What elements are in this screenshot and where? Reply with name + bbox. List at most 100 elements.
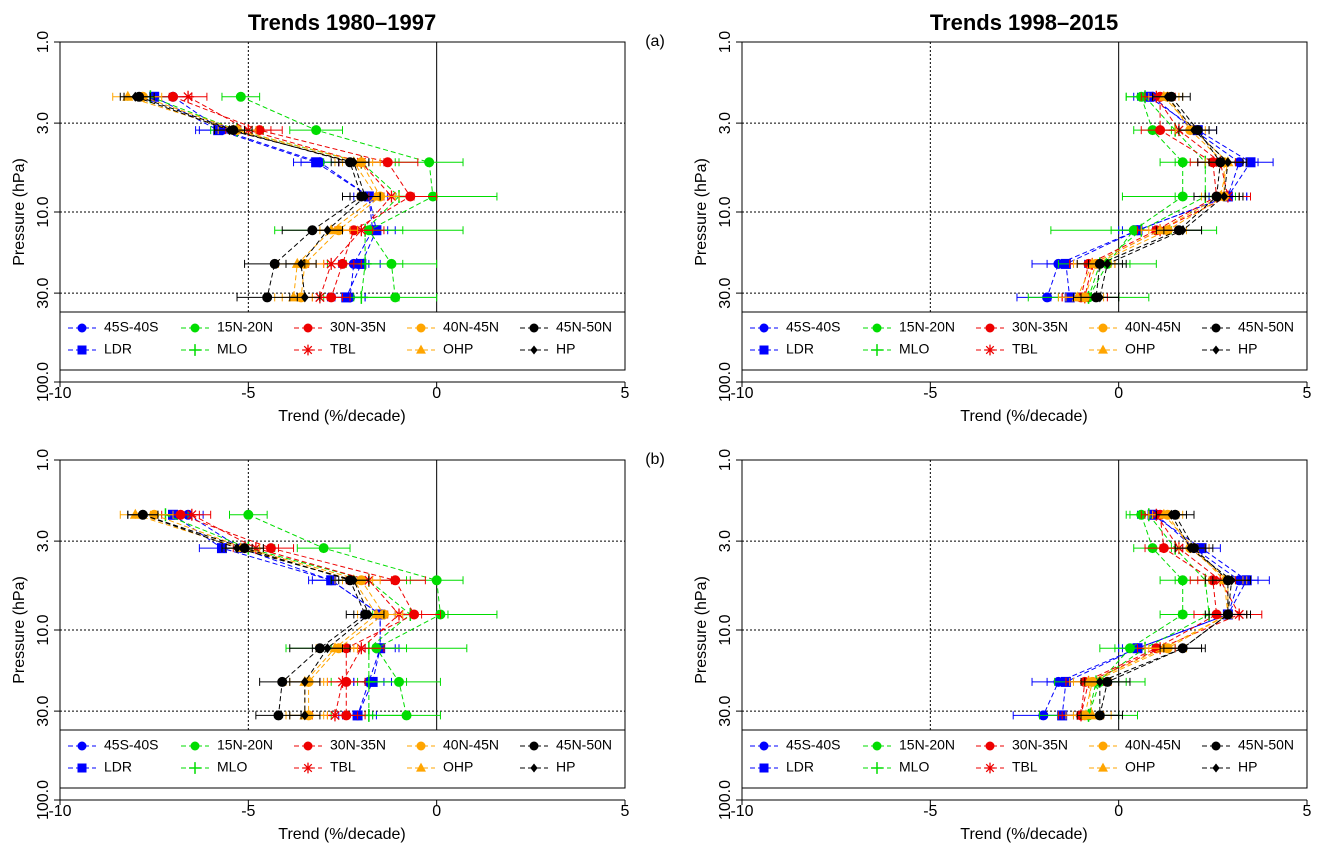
legend-label: 40N-45N	[1125, 737, 1181, 753]
y-tick-label: 10.0	[717, 196, 734, 227]
legend-label: TBL	[1012, 759, 1038, 775]
marker	[233, 543, 242, 554]
legend-label: 15N-20N	[217, 319, 273, 335]
legend-label: TBL	[330, 341, 356, 357]
marker	[1212, 763, 1220, 773]
marker	[416, 344, 426, 354]
marker	[424, 157, 435, 168]
marker	[530, 345, 538, 355]
y-tick-label: 100.0	[35, 362, 52, 402]
marker	[1095, 710, 1104, 721]
panel: (b) 1.0 3.0 10.0 30.0 100.0-10 -5 0 5 Trend (%/de…	[11, 449, 665, 843]
x-axis-label: Trend (%/decade)	[278, 408, 405, 425]
x-tick-label: -5	[241, 385, 255, 402]
x-tick-label: 5	[1303, 385, 1312, 402]
legend-box	[741, 729, 1308, 789]
marker	[243, 509, 254, 520]
marker	[288, 291, 300, 302]
x-tick-label: -5	[923, 803, 937, 820]
x-tick-label: -10	[48, 803, 71, 820]
marker	[759, 741, 769, 751]
legend-label: 30N-35N	[1012, 737, 1068, 753]
y-tick-label: 100.0	[35, 780, 52, 820]
panel: Trends 1998–2015 1.0 3.0 10.0 30.0 100.0-10 -5…	[693, 10, 1311, 425]
plot-frame	[59, 41, 626, 313]
marker	[1098, 741, 1108, 751]
x-tick-label: -5	[241, 803, 255, 820]
y-tick-label: 1.0	[717, 449, 734, 471]
legend-label: 45S-40S	[104, 737, 158, 753]
marker	[1223, 157, 1232, 168]
legend-label: 30N-35N	[1012, 319, 1068, 335]
marker	[1245, 157, 1256, 168]
marker	[329, 642, 341, 653]
x-tick-label: 5	[621, 385, 630, 402]
legend-box	[59, 311, 626, 371]
x-tick-label: 0	[432, 385, 441, 402]
marker	[1098, 323, 1108, 333]
y-tick-label: 3.0	[717, 112, 734, 134]
marker	[872, 741, 882, 751]
legend-label: HP	[556, 341, 575, 357]
legend-label: 40N-45N	[443, 319, 499, 335]
marker	[985, 323, 995, 333]
marker	[1086, 709, 1098, 720]
legend-label: 45N-50N	[556, 737, 612, 753]
marker	[189, 344, 201, 356]
marker	[1190, 125, 1198, 136]
legend-label: MLO	[899, 341, 929, 357]
legend-label: 30N-35N	[330, 319, 386, 335]
legend-label: 45S-40S	[104, 319, 158, 335]
panel: Trends 1980–1997 (a) 1.0 3.0 10.0 30.0 100.0-1…	[11, 10, 665, 425]
marker	[529, 741, 539, 751]
marker	[431, 575, 442, 586]
marker	[1103, 258, 1112, 269]
x-axis-label: Trend (%/decade)	[278, 826, 405, 843]
plot-frame	[741, 41, 1308, 313]
legend-label: 40N-45N	[1125, 319, 1181, 335]
x-tick-label: 0	[432, 803, 441, 820]
marker	[1167, 509, 1176, 520]
marker	[300, 292, 309, 303]
y-tick-label: 30.0	[717, 277, 734, 308]
chart-title: Trends 1998–2015	[930, 10, 1118, 35]
marker	[1227, 575, 1236, 586]
marker	[759, 323, 769, 333]
marker	[355, 224, 368, 237]
x-tick-label: 5	[1303, 803, 1312, 820]
legend-label: LDR	[786, 341, 814, 357]
x-tick-label: -10	[730, 803, 753, 820]
x-tick-label: 0	[1114, 803, 1123, 820]
marker	[185, 508, 198, 521]
y-tick-label: 30.0	[35, 277, 52, 308]
marker	[300, 676, 309, 687]
marker	[984, 762, 996, 774]
marker	[235, 91, 246, 102]
marker	[984, 344, 996, 356]
marker	[985, 741, 995, 751]
panel-label: (b)	[645, 451, 665, 468]
marker	[1220, 191, 1229, 202]
panel: 1.0 3.0 10.0 30.0 100.0-10 -5 0 5 Trend (%/decad…	[693, 449, 1311, 843]
marker	[325, 257, 338, 270]
legend-label: 30N-35N	[330, 737, 386, 753]
marker	[225, 125, 234, 136]
marker	[1158, 508, 1170, 519]
legend-label: MLO	[899, 759, 929, 775]
marker	[311, 125, 322, 136]
legend-label: 40N-45N	[443, 737, 499, 753]
marker	[131, 91, 140, 102]
marker	[1098, 762, 1108, 772]
x-tick-label: -10	[730, 385, 753, 402]
y-axis-label: Pressure (hPa)	[11, 576, 28, 684]
marker	[370, 608, 382, 619]
y-tick-label: 1.0	[35, 31, 52, 53]
y-tick-label: 100.0	[717, 780, 734, 820]
legend-label: LDR	[104, 759, 132, 775]
legend-label: OHP	[443, 759, 473, 775]
marker	[416, 762, 426, 772]
marker	[361, 191, 370, 202]
marker	[416, 323, 426, 333]
marker	[303, 323, 313, 333]
